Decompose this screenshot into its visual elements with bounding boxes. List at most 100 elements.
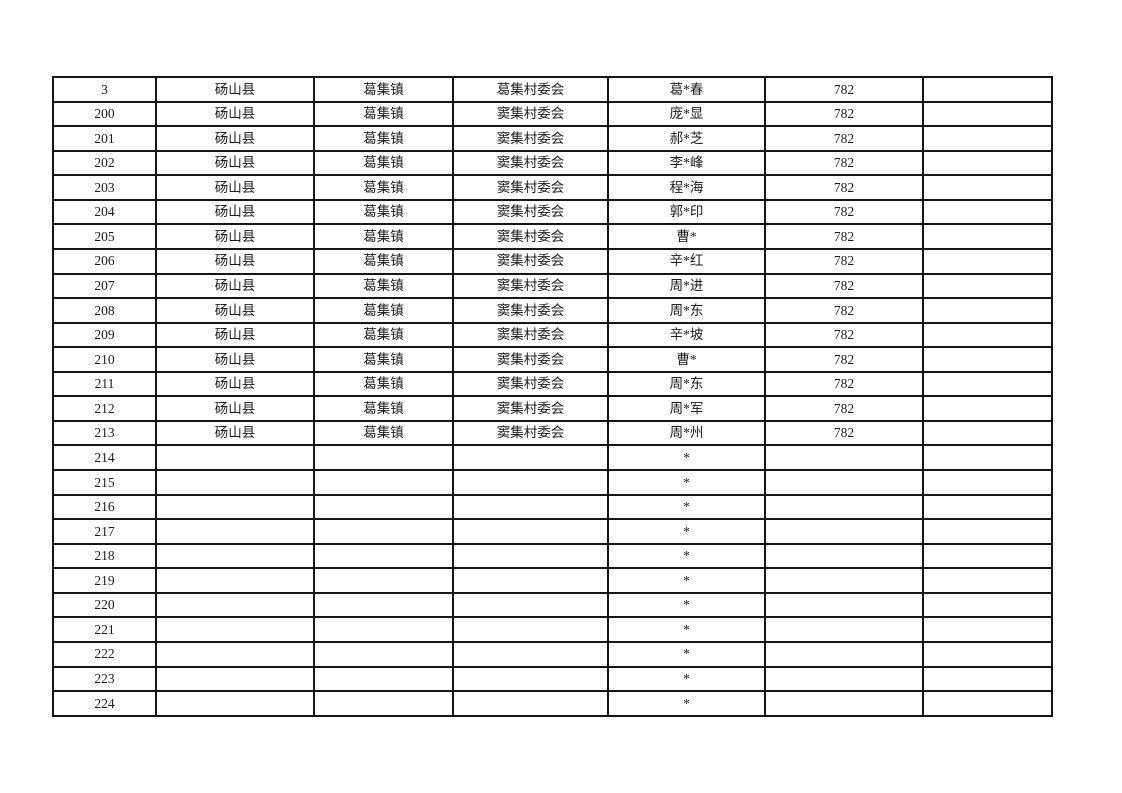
- cell-row-number: 216: [52, 493, 157, 521]
- table-row: 3 砀山县 葛集镇 葛集村委会 葛*春 782: [52, 76, 1053, 103]
- cell-row-number: 206: [52, 247, 157, 275]
- cell-blank: [922, 223, 1053, 250]
- cell-county: 砀山县: [155, 223, 315, 250]
- table-row: 220 *: [52, 591, 1053, 619]
- cell-county: [155, 616, 315, 643]
- cell-town: 葛集镇: [313, 100, 454, 128]
- cell-amount: [764, 640, 924, 668]
- cell-county: 砀山县: [155, 149, 315, 177]
- cell-town: [313, 567, 454, 594]
- cell-row-number: 210: [52, 346, 157, 373]
- cell-row-number: 217: [52, 518, 157, 545]
- cell-village-committee: 窦集村委会: [452, 370, 609, 398]
- cell-county: 砀山县: [155, 125, 315, 152]
- cell-county: [155, 518, 315, 545]
- cell-masked-name: 周*州: [607, 419, 766, 447]
- cell-row-number: 212: [52, 395, 157, 422]
- subsidy-list-table: 3 砀山县 葛集镇 葛集村委会 葛*春 782 200 砀山县 葛集镇 窦集村委会 庞*显 782 20…: [52, 76, 1053, 717]
- cell-row-number: 215: [52, 469, 157, 496]
- cell-blank: [922, 591, 1053, 619]
- cell-village-committee: 窦集村委会: [452, 223, 609, 250]
- cell-town: 葛集镇: [313, 346, 454, 373]
- cell-village-committee: 窦集村委会: [452, 149, 609, 177]
- table-row: 216 *: [52, 493, 1053, 521]
- cell-village-committee: 窦集村委会: [452, 125, 609, 152]
- cell-masked-name: *: [607, 591, 766, 619]
- cell-town: 葛集镇: [313, 272, 454, 300]
- cell-town: [313, 518, 454, 545]
- cell-town: 葛集镇: [313, 395, 454, 422]
- cell-blank: [922, 174, 1053, 201]
- cell-masked-name: 程*海: [607, 174, 766, 201]
- cell-county: [155, 640, 315, 668]
- cell-amount: 782: [764, 272, 924, 300]
- cell-row-number: 218: [52, 542, 157, 570]
- cell-row-number: 211: [52, 370, 157, 398]
- table-row: 203 砀山县 葛集镇 窦集村委会 程*海 782: [52, 174, 1053, 201]
- table-body: 3 砀山县 葛集镇 葛集村委会 葛*春 782 200 砀山县 葛集镇 窦集村委会 庞*显 782 20…: [52, 76, 1053, 717]
- table-row: 218 *: [52, 542, 1053, 570]
- cell-town: 葛集镇: [313, 198, 454, 226]
- table-row: 204 砀山县 葛集镇 窦集村委会 郭*印 782: [52, 198, 1053, 226]
- cell-row-number: 224: [52, 690, 157, 717]
- cell-masked-name: *: [607, 640, 766, 668]
- cell-county: 砀山县: [155, 346, 315, 373]
- cell-town: [313, 616, 454, 643]
- cell-amount: [764, 616, 924, 643]
- cell-county: 砀山县: [155, 419, 315, 447]
- cell-town: [313, 665, 454, 693]
- table-row: 222 *: [52, 640, 1053, 668]
- cell-blank: [922, 321, 1053, 349]
- cell-village-committee: [452, 665, 609, 693]
- cell-blank: [922, 493, 1053, 521]
- cell-village-committee: [452, 542, 609, 570]
- cell-masked-name: 周*进: [607, 272, 766, 300]
- cell-blank: [922, 542, 1053, 570]
- cell-village-committee: 窦集村委会: [452, 198, 609, 226]
- cell-county: [155, 690, 315, 717]
- cell-town: [313, 640, 454, 668]
- cell-blank: [922, 567, 1053, 594]
- cell-county: 砀山县: [155, 321, 315, 349]
- cell-village-committee: 窦集村委会: [452, 346, 609, 373]
- cell-amount: 782: [764, 346, 924, 373]
- cell-county: 砀山县: [155, 370, 315, 398]
- cell-row-number: 3: [52, 76, 157, 103]
- cell-amount: [764, 665, 924, 693]
- cell-masked-name: *: [607, 493, 766, 521]
- cell-row-number: 221: [52, 616, 157, 643]
- table-row: 217 *: [52, 518, 1053, 545]
- table-row: 206 砀山县 葛集镇 窦集村委会 辛*红 782: [52, 247, 1053, 275]
- table-row: 205 砀山县 葛集镇 窦集村委会 曹* 782: [52, 223, 1053, 250]
- table-row: 224 *: [52, 690, 1053, 717]
- cell-masked-name: 曹*: [607, 223, 766, 250]
- cell-village-committee: 窦集村委会: [452, 297, 609, 324]
- cell-county: 砀山县: [155, 76, 315, 103]
- cell-blank: [922, 272, 1053, 300]
- cell-row-number: 220: [52, 591, 157, 619]
- cell-blank: [922, 370, 1053, 398]
- cell-county: [155, 665, 315, 693]
- cell-masked-name: *: [607, 567, 766, 594]
- cell-masked-name: *: [607, 665, 766, 693]
- cell-blank: [922, 346, 1053, 373]
- cell-town: 葛集镇: [313, 149, 454, 177]
- cell-amount: 782: [764, 223, 924, 250]
- cell-village-committee: 窦集村委会: [452, 395, 609, 422]
- cell-town: 葛集镇: [313, 370, 454, 398]
- cell-town: [313, 542, 454, 570]
- cell-amount: 782: [764, 125, 924, 152]
- cell-amount: 782: [764, 419, 924, 447]
- cell-blank: [922, 469, 1053, 496]
- cell-village-committee: 窦集村委会: [452, 247, 609, 275]
- cell-county: [155, 591, 315, 619]
- cell-row-number: 223: [52, 665, 157, 693]
- table-row: 213 砀山县 葛集镇 窦集村委会 周*州 782: [52, 419, 1053, 447]
- cell-town: 葛集镇: [313, 297, 454, 324]
- cell-blank: [922, 76, 1053, 103]
- cell-town: 葛集镇: [313, 174, 454, 201]
- cell-village-committee: [452, 469, 609, 496]
- cell-village-committee: 窦集村委会: [452, 321, 609, 349]
- table-row: 209 砀山县 葛集镇 窦集村委会 辛*坡 782: [52, 321, 1053, 349]
